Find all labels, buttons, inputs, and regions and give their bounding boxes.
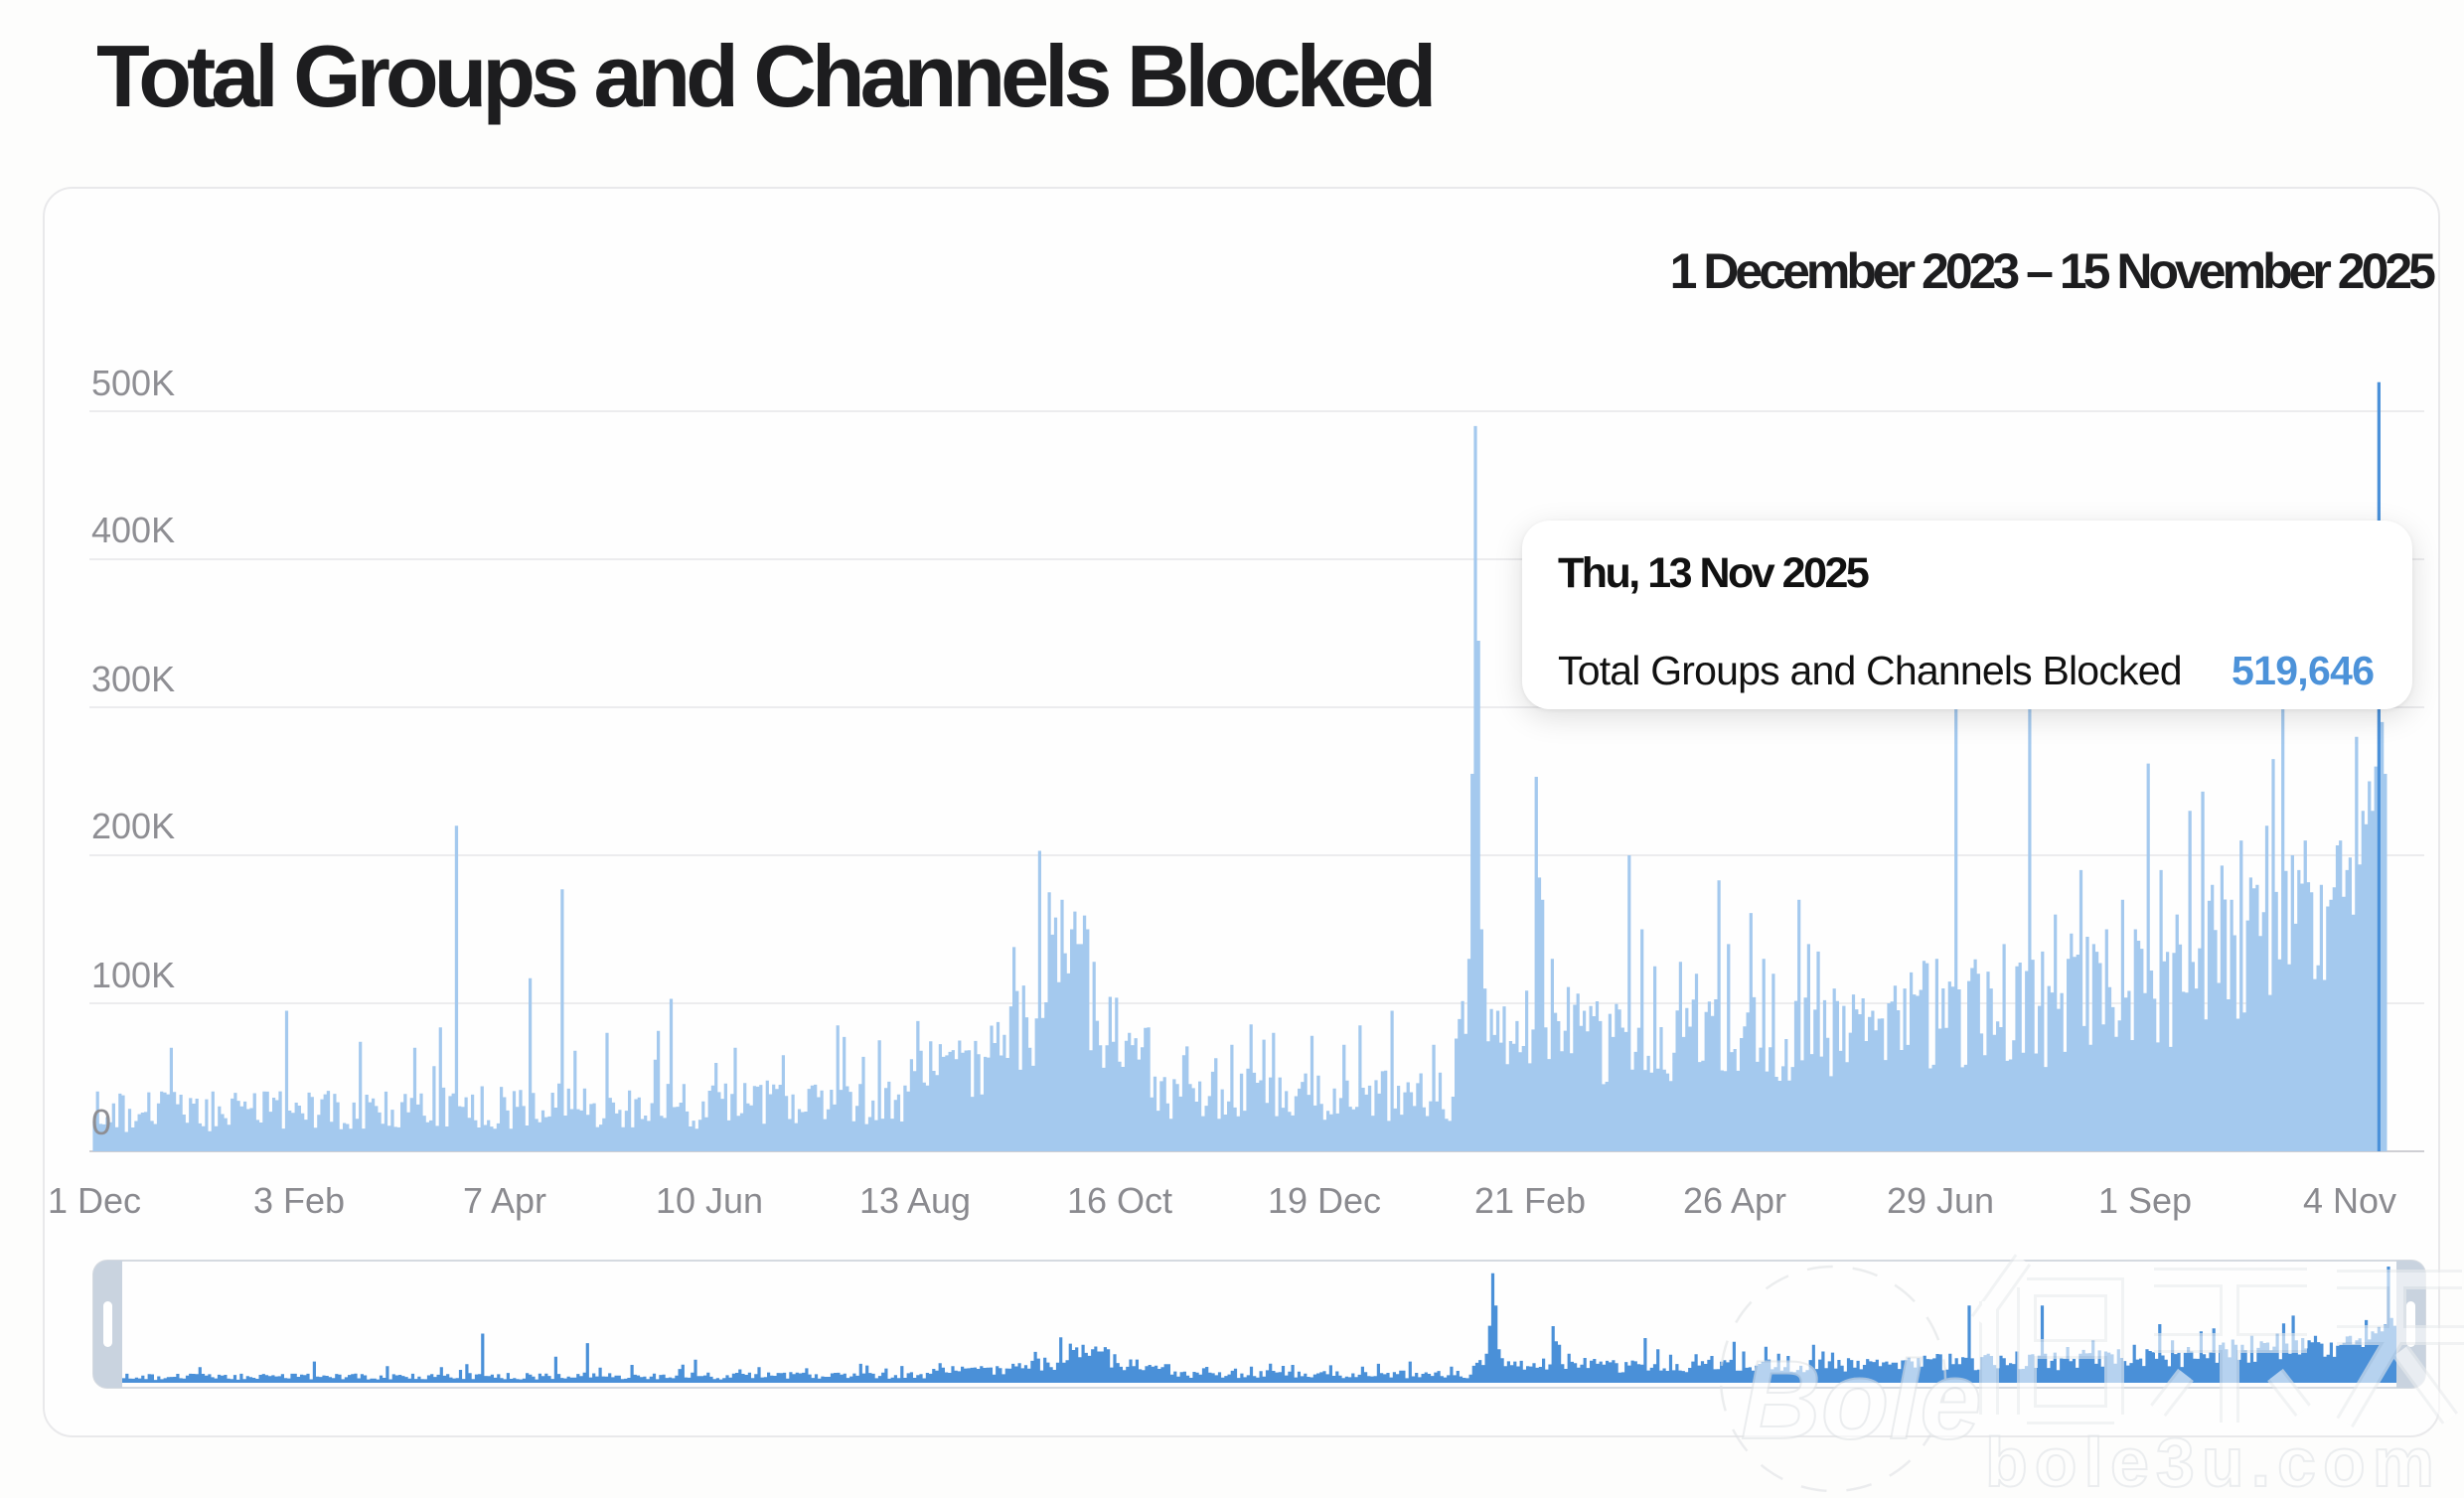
svg-text:bole3u.com: bole3u.com bbox=[1985, 1423, 2441, 1498]
svg-text:Bole: Bole bbox=[1741, 1338, 1982, 1462]
